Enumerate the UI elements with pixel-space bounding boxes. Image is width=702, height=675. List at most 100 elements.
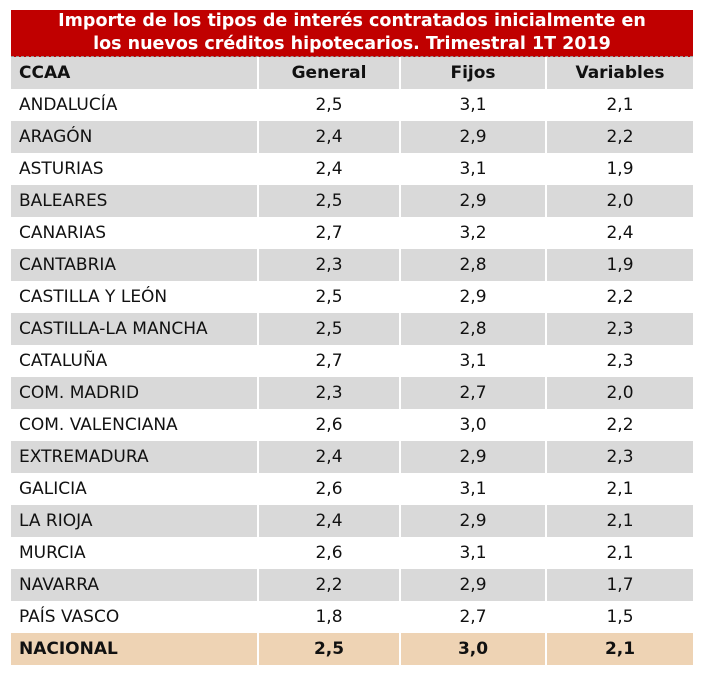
variables-cell: 2,1 (606, 479, 634, 499)
region-cell: EXTREMADURA (11, 441, 259, 473)
general-cell: 2,4 (258, 121, 401, 153)
title-line-1: Importe de los tipos de interés contrata… (58, 11, 646, 31)
general-cell: 2,6 (258, 409, 401, 441)
general-cell: 2,5 (258, 89, 401, 121)
variables-cell: Variables (546, 57, 693, 89)
general-cell: 2,7 (258, 345, 401, 377)
general-cell: 2,6 (258, 537, 401, 569)
table-row: EXTREMADURA 2,4 2,9 2,3 (11, 441, 693, 473)
variables-cell: 2,2 (606, 415, 634, 435)
variables-cell: 2,3 (546, 441, 693, 473)
table-row: GALICIA 2,6 3,1 2,1 (11, 473, 693, 505)
fijos-cell: 2,9 (400, 185, 547, 217)
region-cell: CATALUÑA (11, 345, 259, 377)
general-cell: 2,3 (258, 377, 401, 409)
fijos-cell: Fijos (400, 57, 547, 89)
variables-cell: 1,7 (546, 569, 693, 601)
fijos-cell: 3,1 (400, 473, 547, 505)
region-cell: MURCIA (11, 537, 259, 569)
table-row: ANDALUCÍA 2,5 3,1 2,1 (11, 89, 693, 121)
fijos-cell: 2,9 (400, 441, 547, 473)
variables-cell: 2,2 (606, 287, 634, 307)
fijos-cell: 2,9 (400, 569, 547, 601)
table-row: COM. VALENCIANA 2,6 3,0 2,2 (11, 409, 693, 441)
region-cell: PAÍS VASCO (11, 601, 259, 633)
fijos-cell: 2,7 (400, 377, 547, 409)
table-row: MURCIA 2,6 3,1 2,1 (11, 537, 693, 569)
variables-cell: 2,2 (546, 121, 693, 153)
general-cell: 2,4 (258, 153, 401, 185)
region-cell: CANARIAS (11, 217, 259, 249)
fijos-cell: 2,9 (400, 121, 547, 153)
region-cell: CASTILLA-LA MANCHA (11, 313, 259, 345)
region-cell: CANTABRIA (11, 249, 259, 281)
fijos-cell: 3,0 (400, 633, 547, 665)
table-title: Importe de los tipos de interés contrata… (11, 10, 693, 57)
fijos-cell: 2,7 (400, 601, 547, 633)
general-cell: General (258, 57, 401, 89)
region-cell: BALEARES (11, 185, 259, 217)
table-row: CATALUÑA 2,7 3,1 2,3 (11, 345, 693, 377)
region-cell: CASTILLA Y LEÓN (11, 281, 259, 313)
table-row: CANARIAS 2,7 3,2 2,4 (11, 217, 693, 249)
variables-cell: 2,3 (546, 313, 693, 345)
table-row: CASTILLA-LA MANCHA 2,5 2,8 2,3 (11, 313, 693, 345)
general-cell: 2,6 (258, 473, 401, 505)
table-row: LA RIOJA 2,4 2,9 2,1 (11, 505, 693, 537)
variables-cell: 2,1 (606, 543, 634, 563)
variables-cell: 2,4 (606, 223, 634, 243)
table-row: BALEARES 2,5 2,9 2,0 (11, 185, 693, 217)
fijos-cell: 2,8 (400, 313, 547, 345)
fijos-cell: 2,9 (400, 281, 547, 313)
general-cell: 2,3 (258, 249, 401, 281)
fijos-cell: 3,2 (400, 217, 547, 249)
general-cell: 2,2 (258, 569, 401, 601)
region-cell: ARAGÓN (11, 121, 259, 153)
variables-cell: 1,9 (546, 249, 693, 281)
general-cell: 2,4 (258, 505, 401, 537)
general-cell: 2,5 (258, 313, 401, 345)
fijos-cell: 2,8 (400, 249, 547, 281)
general-cell: 2,4 (258, 441, 401, 473)
title-line-2: los nuevos créditos hipotecarios. Trimes… (93, 34, 611, 54)
region-cell: NACIONAL (11, 633, 259, 665)
region-cell: COM. MADRID (11, 377, 259, 409)
region-cell: CCAA (11, 57, 259, 89)
rates-table-container: Importe de los tipos de interés contrata… (11, 10, 693, 665)
table-row: ARAGÓN 2,4 2,9 2,2 (11, 121, 693, 153)
table-row: COM. MADRID 2,3 2,7 2,0 (11, 377, 693, 409)
region-cell: NAVARRA (11, 569, 259, 601)
fijos-cell: 3,0 (400, 409, 547, 441)
region-cell: ANDALUCÍA (11, 89, 259, 121)
table-row: PAÍS VASCO 1,8 2,7 1,5 (11, 601, 693, 633)
general-cell: 2,5 (258, 633, 401, 665)
variables-cell: 2,3 (606, 351, 634, 371)
region-cell: LA RIOJA (11, 505, 259, 537)
variables-cell: 2,0 (546, 185, 693, 217)
general-cell: 2,5 (258, 185, 401, 217)
general-cell: 2,5 (258, 281, 401, 313)
variables-cell: 2,0 (546, 377, 693, 409)
fijos-cell: 3,1 (400, 345, 547, 377)
fijos-cell: 3,1 (400, 153, 547, 185)
fijos-cell: 2,9 (400, 505, 547, 537)
table-row: CASTILLA Y LEÓN 2,5 2,9 2,2 (11, 281, 693, 313)
total-row: NACIONAL 2,5 3,0 2,1 (11, 633, 693, 665)
region-cell: COM. VALENCIANA (11, 409, 259, 441)
general-cell: 1,8 (258, 601, 401, 633)
variables-cell: 2,1 (606, 95, 634, 115)
fijos-cell: 3,1 (400, 537, 547, 569)
variables-cell: 2,1 (546, 633, 693, 665)
rates-table: CCAA General Fijos Variables ANDALUCÍA 2,5 3,1… (11, 57, 693, 665)
variables-cell: 2,1 (546, 505, 693, 537)
fijos-cell: 3,1 (400, 89, 547, 121)
table-row: ASTURIAS 2,4 3,1 1,9 (11, 153, 693, 185)
table-row: CANTABRIA 2,3 2,8 1,9 (11, 249, 693, 281)
general-cell: 2,7 (258, 217, 401, 249)
variables-cell: 1,9 (606, 159, 634, 179)
table-row: NAVARRA 2,2 2,9 1,7 (11, 569, 693, 601)
header-row: CCAA General Fijos Variables (11, 57, 693, 89)
variables-cell: 1,5 (606, 607, 634, 627)
region-cell: ASTURIAS (11, 153, 259, 185)
region-cell: GALICIA (11, 473, 259, 505)
